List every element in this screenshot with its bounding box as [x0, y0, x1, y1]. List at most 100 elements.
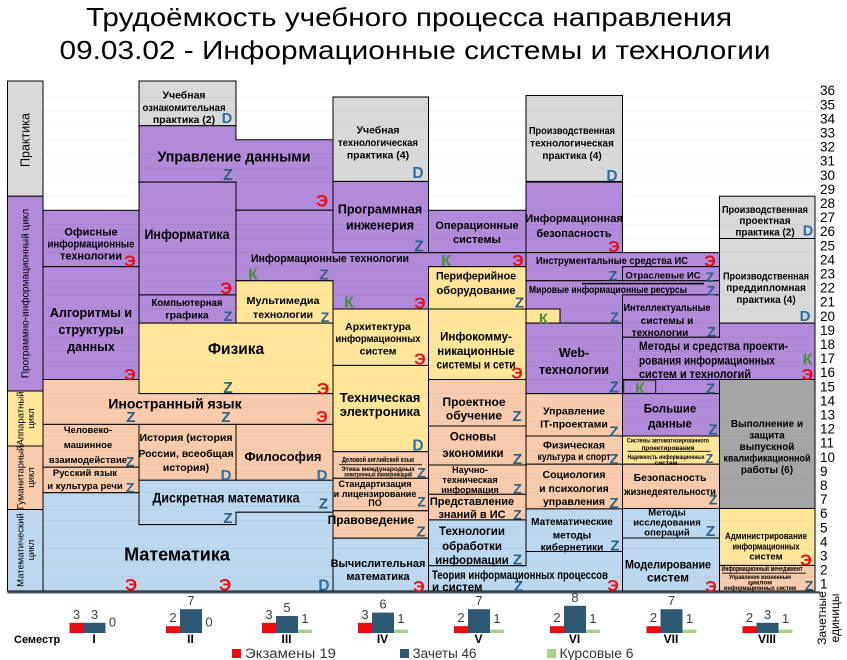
svg-text:Мультимедиа: Мультимедиа — [247, 295, 320, 307]
svg-text:Компьютерная: Компьютерная — [152, 297, 223, 309]
svg-text:3: 3 — [265, 607, 272, 622]
svg-text:7: 7 — [475, 593, 482, 608]
svg-text:Э: Э — [316, 192, 328, 211]
svg-text:взаимодействие: взаимодействие — [49, 455, 127, 466]
svg-text:Деловой английский язык: Деловой английский язык — [342, 456, 414, 464]
svg-text:практика (2): практика (2) — [735, 228, 794, 239]
svg-text:D: D — [318, 578, 329, 595]
svg-text:Математические: Математические — [531, 517, 613, 528]
svg-text:России, всеобщая: России, всеобщая — [138, 448, 233, 460]
svg-text:структуры: структуры — [58, 323, 123, 337]
svg-text:Офисные: Офисные — [64, 227, 117, 239]
svg-text:Надежность информационных: Надежность информационных — [628, 454, 705, 461]
svg-text:Технологии: Технологии — [439, 526, 505, 538]
svg-text:1: 1 — [589, 611, 596, 626]
svg-text:К: К — [539, 311, 549, 328]
svg-text:1: 1 — [397, 611, 404, 626]
svg-text:Э: Э — [219, 576, 231, 595]
svg-text:системы: системы — [453, 234, 501, 246]
svg-text:К: К — [441, 253, 451, 270]
svg-text:2: 2 — [457, 610, 464, 625]
svg-text:К: К — [344, 295, 354, 312]
svg-text:25: 25 — [820, 238, 835, 253]
svg-text:Проектное: Проектное — [442, 395, 505, 409]
svg-text:3: 3 — [764, 607, 771, 622]
svg-text:Математический: Математический — [16, 513, 27, 587]
svg-text:Э: Э — [607, 578, 618, 595]
svg-text:30: 30 — [820, 168, 835, 183]
svg-text:Z: Z — [706, 381, 715, 398]
svg-text:2: 2 — [553, 610, 560, 625]
svg-text:информация: информация — [441, 485, 498, 495]
svg-text:Z: Z — [609, 424, 618, 441]
svg-text:Зачетные: Зачетные — [815, 591, 829, 645]
svg-text:защита: защита — [749, 431, 785, 442]
svg-text:и лицензирование: и лицензирование — [334, 489, 417, 499]
svg-text:20: 20 — [820, 309, 835, 324]
svg-text:18: 18 — [820, 337, 835, 352]
svg-text:Э: Э — [705, 579, 716, 596]
svg-text:13: 13 — [820, 407, 835, 422]
svg-text:29: 29 — [820, 182, 835, 197]
svg-text:и систем: и систем — [432, 582, 483, 594]
svg-text:Z: Z — [513, 451, 522, 468]
svg-text:Z: Z — [610, 309, 619, 325]
svg-text:математика: математика — [346, 571, 410, 583]
svg-text:цикл: цикл — [26, 467, 37, 488]
svg-text:Администрирование: Администрирование — [725, 531, 807, 542]
svg-text:1: 1 — [301, 611, 308, 626]
svg-text:31: 31 — [820, 154, 835, 169]
svg-text:34: 34 — [820, 111, 836, 126]
svg-text:экономики: экономики — [442, 448, 503, 460]
svg-text:квалификационной: квалификационной — [724, 453, 811, 465]
svg-text:Методы: Методы — [648, 508, 685, 519]
svg-text:систем: систем — [749, 552, 782, 563]
svg-text:технологическая: технологическая — [530, 139, 614, 150]
svg-text:Информационные технологии: Информационные технологии — [251, 253, 409, 265]
svg-text:Z: Z — [707, 324, 716, 340]
svg-text:Основы: Основы — [450, 432, 496, 444]
svg-text:Производственная: Производственная — [722, 205, 808, 216]
svg-text:Информатика: Информатика — [145, 226, 230, 242]
svg-text:6: 6 — [379, 597, 386, 612]
svg-text:Иностранный язык: Иностранный язык — [108, 396, 242, 412]
svg-text:Э: Э — [800, 553, 811, 570]
svg-text:II: II — [187, 632, 194, 646]
svg-text:III: III — [281, 632, 291, 646]
svg-text:Э: Э — [511, 366, 522, 383]
svg-text:цикл: цикл — [26, 408, 37, 429]
svg-text:21: 21 — [820, 295, 835, 310]
svg-text:D: D — [800, 308, 811, 325]
svg-text:Z: Z — [609, 451, 618, 468]
svg-text:Архитектура: Архитектура — [345, 321, 411, 333]
svg-text:09.03.02 - Информационные сист: 09.03.02 - Информационные системы и техн… — [60, 35, 771, 65]
svg-text:7: 7 — [668, 593, 675, 608]
svg-text:Трудоёмкость учебного процесса: Трудоёмкость учебного процесса направлен… — [86, 2, 732, 32]
svg-text:Z: Z — [319, 496, 328, 513]
svg-text:Z: Z — [417, 494, 426, 510]
svg-text:27: 27 — [820, 210, 835, 225]
svg-text:V: V — [474, 632, 482, 646]
svg-text:операций: операций — [644, 527, 690, 538]
svg-text:9: 9 — [820, 464, 828, 479]
svg-text:Научно-: Научно- — [452, 465, 488, 475]
svg-text:технологическая: технологическая — [338, 137, 418, 149]
svg-text:Большие: Большие — [644, 404, 696, 416]
svg-text:информационные: информационные — [48, 239, 135, 251]
svg-text:5: 5 — [820, 520, 828, 535]
svg-text:32: 32 — [820, 140, 835, 155]
svg-text:жизнедеятельности: жизнедеятельности — [623, 486, 716, 498]
svg-text:2: 2 — [820, 563, 828, 578]
svg-text:методы: методы — [553, 531, 591, 542]
svg-text:преддипломная: преддипломная — [726, 283, 806, 294]
svg-text:Z: Z — [805, 578, 814, 594]
svg-text:VIII: VIII — [758, 632, 776, 646]
svg-text:5: 5 — [283, 600, 290, 615]
svg-text:Алгоритмы и: Алгоритмы и — [50, 306, 132, 320]
svg-text:Управление: Управление — [543, 406, 605, 418]
svg-text:28: 28 — [820, 196, 835, 211]
svg-text:практика (2): практика (2) — [153, 114, 215, 126]
svg-text:11: 11 — [820, 436, 834, 451]
svg-text:единицы: единицы — [828, 594, 842, 643]
svg-text:Э: Э — [608, 239, 619, 256]
